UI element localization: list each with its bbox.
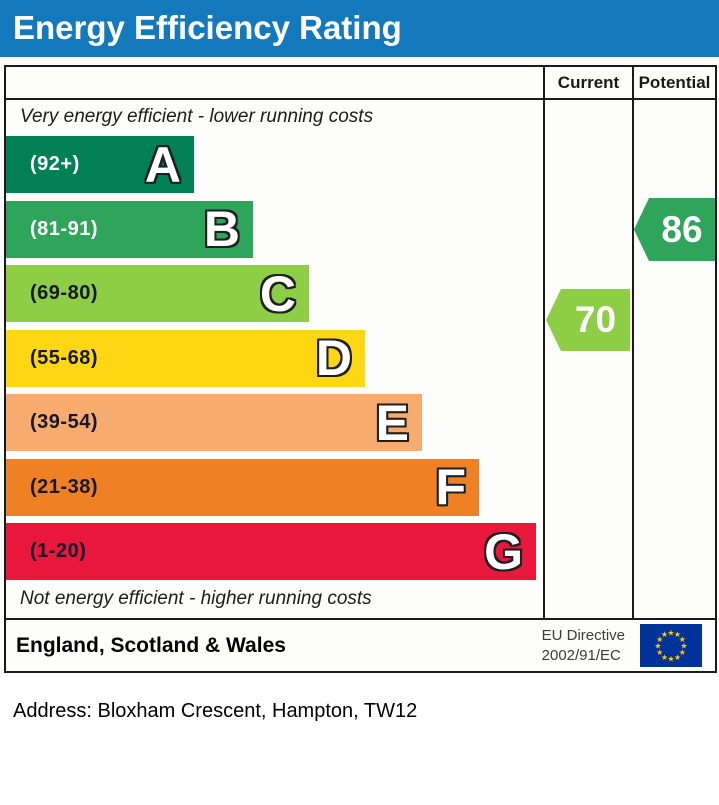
- rating-bands: (92+) A (81-91) B (69-80) C (55-68) D (3…: [6, 136, 536, 580]
- current-rating-value: 70: [574, 299, 617, 340]
- svg-text:★: ★: [679, 648, 686, 657]
- band-g: (1-20) G: [6, 523, 536, 580]
- band-f-letter: F: [435, 459, 466, 515]
- band-e: (39-54) E: [6, 394, 422, 451]
- svg-text:★: ★: [679, 635, 686, 644]
- svg-text:★: ★: [667, 629, 674, 638]
- chart-header-row: Current Potential: [6, 67, 715, 100]
- band-g-letter: G: [484, 523, 523, 580]
- chart-footer: England, Scotland & Wales EU Directive 2…: [6, 618, 715, 671]
- svg-text:★: ★: [674, 653, 681, 662]
- svg-text:★: ★: [656, 648, 663, 657]
- svg-text:★: ★: [661, 630, 668, 639]
- band-b-letter: B: [203, 201, 240, 257]
- band-d-range: (55-68): [30, 346, 98, 369]
- current-rating-marker: 70: [546, 289, 630, 351]
- eu-directive-line2: 2002/91/EC: [541, 646, 621, 664]
- potential-rating-value: 86: [661, 208, 703, 250]
- column-divider-potential: [632, 67, 634, 620]
- column-header-current: Current: [557, 73, 620, 92]
- band-f: (21-38) F: [6, 458, 479, 516]
- svg-text:★: ★: [656, 635, 663, 644]
- region-label: England, Scotland & Wales: [16, 633, 286, 657]
- band-b-range: (81-91): [30, 217, 98, 240]
- eu-directive-line1: EU Directive: [541, 627, 625, 644]
- band-c-letter: C: [259, 265, 296, 322]
- caption-very-efficient: Very energy efficient - lower running co…: [20, 106, 374, 127]
- caption-not-efficient: Not energy efficient - higher running co…: [20, 588, 372, 609]
- band-d: (55-68) D: [6, 329, 365, 387]
- title-bar: Energy Efficiency Rating: [0, 0, 719, 57]
- band-b: (81-91) B: [6, 200, 253, 258]
- band-e-range: (39-54): [30, 411, 98, 433]
- band-f-range: (21-38): [30, 475, 98, 498]
- band-a: (92+) A: [6, 136, 194, 193]
- potential-rating-marker: 86: [634, 198, 715, 261]
- svg-text:★: ★: [674, 630, 681, 639]
- svg-text:★: ★: [654, 642, 661, 651]
- band-c: (69-80) C: [6, 265, 309, 322]
- band-a-letter: A: [144, 136, 181, 193]
- band-g-range: (1-20): [30, 540, 87, 562]
- eu-flag-icon: ★ ★ ★ ★ ★ ★ ★ ★ ★ ★ ★ ★: [640, 624, 702, 667]
- svg-text:★: ★: [667, 655, 674, 664]
- band-a-range: (92+): [30, 153, 80, 175]
- band-e-letter: E: [375, 394, 409, 451]
- svg-text:★: ★: [680, 642, 687, 651]
- band-c-range: (69-80): [30, 282, 98, 304]
- eu-directive-label: EU Directive 2002/91/EC: [542, 626, 625, 665]
- column-header-potential: Potential: [638, 73, 711, 92]
- band-d-letter: D: [315, 330, 352, 386]
- svg-text:★: ★: [661, 653, 668, 662]
- column-divider-current: [543, 67, 545, 620]
- page-title: Energy Efficiency Rating: [13, 9, 402, 46]
- address-line: Address: Bloxham Crescent, Hampton, TW12: [13, 700, 418, 722]
- energy-rating-chart: Current Potential Very energy efficient …: [4, 65, 717, 673]
